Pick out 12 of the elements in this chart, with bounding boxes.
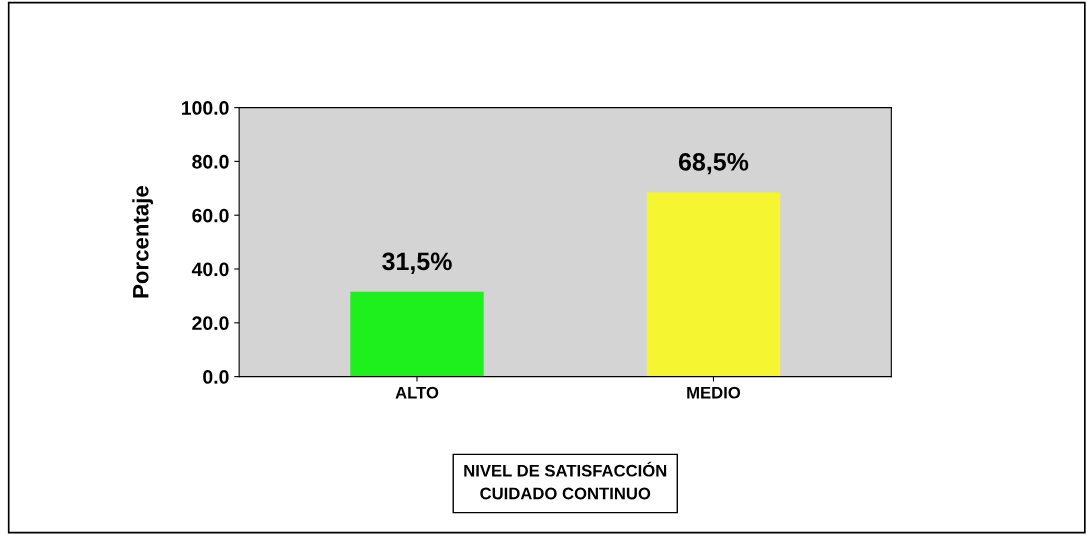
x-tick-label: MEDIO — [687, 386, 741, 399]
x-axis-title: NIVEL DE SATISFACCIÓN CUIDADO CONTINUO — [464, 461, 667, 500]
y-axis-title: Porcentaje — [132, 186, 153, 298]
y-tick-label: 20.0 — [192, 316, 229, 331]
y-tick-label: 0.0 — [203, 370, 229, 384]
x-tick-label: ALTO — [395, 386, 439, 399]
data-label: 68,5% — [678, 153, 749, 175]
data-label: 31,5% — [382, 252, 452, 274]
y-tick-label: 100.0 — [181, 101, 229, 115]
y-tick-label: 60.0 — [192, 208, 229, 223]
y-tick-label: 80.0 — [192, 154, 229, 169]
y-tick-label: 40.0 — [191, 262, 229, 277]
